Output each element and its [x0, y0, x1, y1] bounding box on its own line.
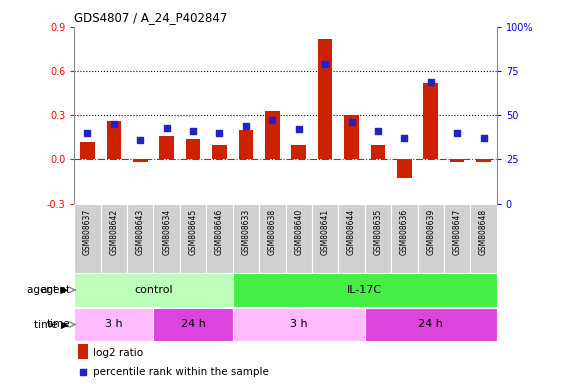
Point	[294, 126, 303, 132]
Bar	[186, 139, 200, 159]
Point	[215, 130, 224, 136]
Bar	[133, 159, 147, 162]
Point	[109, 121, 118, 127]
Bar	[338, 204, 365, 273]
Bar	[180, 204, 206, 273]
Text: GSM808633: GSM808633	[242, 209, 251, 255]
Point	[426, 79, 435, 85]
Bar	[74, 204, 100, 273]
Bar	[471, 204, 497, 273]
Text: GSM808646: GSM808646	[215, 209, 224, 255]
Point	[242, 123, 251, 129]
Bar	[259, 204, 286, 273]
Point	[361, 281, 371, 287]
Bar	[291, 145, 306, 159]
Text: GSM808647: GSM808647	[453, 209, 462, 255]
Bar	[265, 111, 280, 159]
Text: 3 h: 3 h	[290, 319, 308, 329]
Text: GSM808643: GSM808643	[136, 209, 145, 255]
Bar	[233, 204, 259, 273]
Text: GSM808640: GSM808640	[294, 209, 303, 255]
Text: GSM808644: GSM808644	[347, 209, 356, 255]
Bar	[239, 130, 253, 159]
Point	[136, 137, 145, 143]
Bar	[312, 204, 338, 273]
Text: GSM808636: GSM808636	[400, 209, 409, 255]
Bar	[417, 204, 444, 273]
Bar	[450, 159, 464, 162]
Bar	[154, 204, 180, 273]
Text: GDS4807 / A_24_P402847: GDS4807 / A_24_P402847	[74, 11, 228, 24]
Text: log2 ratio: log2 ratio	[93, 348, 143, 358]
Bar	[318, 39, 332, 159]
Bar	[127, 204, 154, 273]
Bar	[78, 344, 88, 359]
Bar	[74, 273, 233, 306]
Bar	[444, 204, 471, 273]
Point	[453, 130, 462, 136]
Bar	[233, 308, 365, 341]
Text: control: control	[134, 285, 173, 295]
Text: 24 h: 24 h	[180, 319, 206, 329]
Text: 3 h: 3 h	[105, 319, 123, 329]
Bar	[233, 273, 497, 306]
Text: time ▶: time ▶	[34, 319, 69, 329]
Text: GSM808639: GSM808639	[426, 209, 435, 255]
Bar	[159, 136, 174, 159]
Point	[347, 119, 356, 125]
Bar	[391, 204, 417, 273]
Bar	[397, 159, 412, 179]
Text: GSM808642: GSM808642	[109, 209, 118, 255]
Bar	[80, 142, 95, 159]
Text: GSM808635: GSM808635	[373, 209, 383, 255]
Text: GSM808641: GSM808641	[320, 209, 329, 255]
Text: GSM808634: GSM808634	[162, 209, 171, 255]
Bar	[74, 308, 154, 341]
Bar	[476, 159, 491, 162]
Text: GSM808637: GSM808637	[83, 209, 92, 255]
Bar	[365, 308, 497, 341]
Bar	[212, 145, 227, 159]
Text: GSM808648: GSM808648	[479, 209, 488, 255]
Point	[83, 130, 92, 136]
Text: 24 h: 24 h	[419, 319, 443, 329]
Bar	[286, 204, 312, 273]
Point	[479, 135, 488, 141]
Bar	[100, 204, 127, 273]
Text: GSM808645: GSM808645	[188, 209, 198, 255]
Bar	[344, 115, 359, 159]
Point	[188, 128, 198, 134]
Bar	[371, 145, 385, 159]
Point	[268, 118, 277, 124]
Text: agent: agent	[40, 285, 70, 295]
Text: IL-17C: IL-17C	[347, 285, 383, 295]
Point	[162, 124, 171, 131]
Text: agent ▶: agent ▶	[27, 285, 69, 295]
Bar	[107, 121, 121, 159]
Bar	[424, 83, 438, 159]
Bar	[154, 308, 233, 341]
Point	[400, 135, 409, 141]
Bar	[206, 204, 233, 273]
Text: percentile rank within the sample: percentile rank within the sample	[93, 367, 269, 377]
Text: GSM808638: GSM808638	[268, 209, 277, 255]
Text: time: time	[46, 319, 70, 329]
Bar	[365, 204, 391, 273]
Point	[373, 128, 383, 134]
Point	[320, 61, 329, 67]
